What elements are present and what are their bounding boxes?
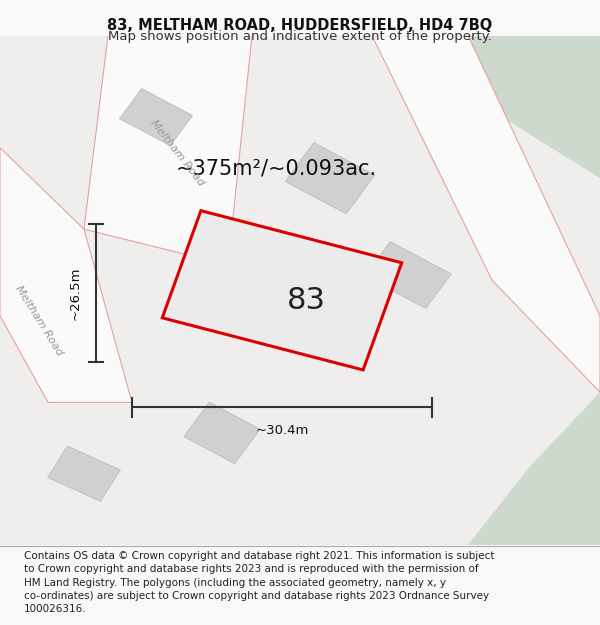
Polygon shape: [468, 392, 600, 545]
Text: Contains OS data © Crown copyright and database right 2021. This information is : Contains OS data © Crown copyright and d…: [24, 551, 494, 614]
Polygon shape: [285, 142, 375, 214]
Polygon shape: [0, 148, 132, 402]
Text: 83, MELTHAM ROAD, HUDDERSFIELD, HD4 7BQ: 83, MELTHAM ROAD, HUDDERSFIELD, HD4 7BQ: [107, 18, 493, 32]
Polygon shape: [47, 446, 121, 501]
Polygon shape: [184, 402, 260, 464]
Text: ~30.4m: ~30.4m: [256, 424, 308, 437]
Text: 83: 83: [287, 286, 325, 315]
Text: ~26.5m: ~26.5m: [68, 266, 82, 319]
Polygon shape: [119, 89, 193, 146]
Text: ~375m²/~0.093ac.: ~375m²/~0.093ac.: [175, 158, 377, 178]
Text: Map shows position and indicative extent of the property.: Map shows position and indicative extent…: [108, 30, 492, 43]
Polygon shape: [162, 211, 402, 370]
Text: Meltham Road: Meltham Road: [13, 284, 65, 357]
Text: Meltham Road: Meltham Road: [148, 118, 206, 188]
Polygon shape: [84, 36, 252, 265]
Polygon shape: [372, 36, 600, 178]
Polygon shape: [372, 36, 600, 392]
Polygon shape: [365, 241, 451, 309]
